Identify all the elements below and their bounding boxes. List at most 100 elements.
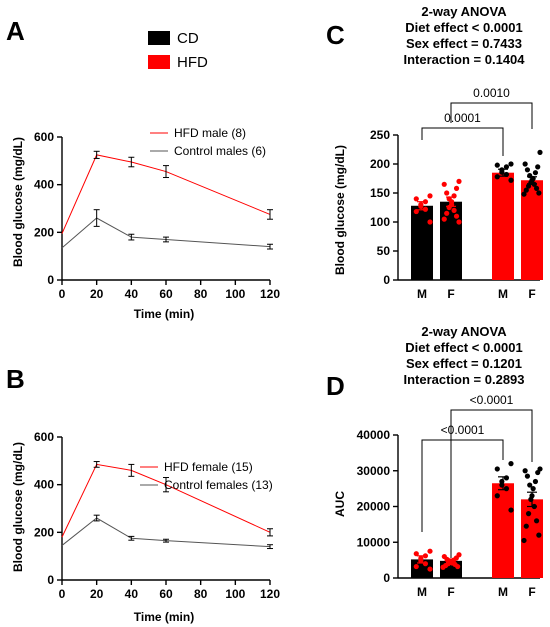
panel-d-bar-2-point (499, 482, 505, 488)
panel-b-xtick-label: 60 (159, 587, 173, 601)
panel-c-bar-1-point (441, 216, 447, 222)
panel-c-bracket-0-label: 0.0001 (444, 111, 481, 125)
panel-d-bar-0-point (422, 561, 429, 567)
panel-a-xtick-label: 60 (159, 287, 173, 301)
panel-d-bracket-0 (421, 439, 504, 532)
panel-c-bar-3-point (532, 170, 539, 176)
panel-a-series-1-line (61, 217, 271, 249)
panel-d-xtick-label: F (447, 585, 454, 599)
panel-b-line-chart: Blood glucose (mg/dL) Time (min) 0 20 40 60… (11, 430, 280, 624)
panel-c-ytick-label: 200 (370, 157, 390, 171)
panel-d-ytick-label: 0 (383, 571, 390, 585)
legend-swatch-hfd (148, 55, 170, 69)
panel-a-legend-label-0: HFD male (8) (174, 126, 246, 140)
panel-c-ytick-label: 100 (370, 215, 390, 229)
panel-letter-c: C (326, 20, 345, 50)
panel-letter-a: A (6, 16, 25, 46)
panel-c-xtick-label: M (417, 287, 427, 301)
panel-d-bar-3-point (524, 473, 531, 479)
panel-c-bar-3-point (533, 185, 540, 191)
panel-a-xlabel: Time (min) (134, 307, 194, 321)
panel-b-legend-label-1: Control females (13) (164, 478, 273, 492)
group-legend: CD HFD (148, 30, 208, 71)
legend-label-cd: CD (177, 30, 199, 47)
panel-d-bar-3-point (532, 478, 539, 485)
panel-d-bar-3-point (525, 511, 532, 517)
panel-c-bracket-0 (421, 127, 504, 156)
panel-a-xtick-label: 120 (260, 287, 280, 301)
panel-d-ytick-label: 10000 (357, 535, 391, 549)
panel-d-bar-3-point (536, 532, 542, 538)
panel-b-ytick-label: 400 (34, 478, 54, 492)
panel-b-ytick-label: 200 (34, 525, 54, 539)
panel-c-bar-3-point (521, 191, 527, 197)
panel-c-bar-3-point (537, 149, 543, 155)
panel-d-bar-2-point (494, 466, 500, 472)
panel-d-bar-0-point (413, 563, 419, 570)
panel-b-xtick-label: 20 (90, 587, 104, 601)
panel-d-anova-title: 2-way ANOVA (421, 324, 507, 339)
panel-b-legend-label-0: HFD female (15) (164, 460, 253, 474)
panel-c-anova-interaction: Interaction = 0.1404 (403, 52, 525, 67)
panel-a-line-chart: Blood glucose (mg/dL) Time (min) 0 20 40 60… (11, 126, 280, 321)
panel-b-xtick-label: 100 (225, 587, 245, 601)
panel-b-ytick-label: 600 (34, 430, 54, 444)
panel-c-bar-3-point (525, 183, 532, 189)
panel-c-bar-chart: 2-way ANOVA Diet effect < 0.0001 Sex eff… (333, 4, 543, 301)
panel-c-bar-0-point (427, 193, 433, 199)
panel-c-bar-3-point (524, 167, 531, 173)
panel-d-xtick-label: M (417, 585, 427, 599)
panel-b-series-0-line (61, 463, 271, 538)
panel-c-ylabel: Blood glucose (mg/dL) (333, 145, 347, 275)
panel-a-xtick-label: 100 (225, 287, 245, 301)
panel-d-bar-1-point (440, 564, 446, 570)
panel-c-xtick-label: F (528, 287, 535, 301)
panel-d-bar-3-point (533, 518, 540, 524)
panel-c-bar-2-point (494, 162, 500, 168)
panel-c-bar-3-point (536, 190, 542, 196)
panel-d-bar-1-point (455, 563, 461, 570)
panel-c-ytick-label: 150 (370, 186, 390, 200)
panel-d-ylabel: AUC (333, 491, 347, 517)
panel-a-legend-label-1: Control males (6) (174, 144, 266, 158)
panel-c-bar-2-point (494, 174, 500, 180)
panel-letter-d: D (326, 371, 345, 401)
panel-letter-b: B (6, 364, 25, 394)
panel-c-bar-1-point (453, 213, 460, 219)
panel-a-ytick-label: 200 (34, 225, 54, 239)
legend-label-hfd: HFD (177, 54, 208, 71)
panel-c-bar-3-point (523, 187, 529, 193)
panel-a-ylabel: Blood glucose (mg/dL) (11, 137, 25, 267)
panel-c-bracket-1 (450, 102, 533, 129)
panel-c-bar-1-point (451, 193, 457, 199)
panel-c-bar-1-point (441, 181, 447, 187)
panel-d-anova-sex: Sex effect = 0.1201 (406, 356, 522, 371)
panel-d-bar-2-point (494, 493, 500, 499)
panel-a-ytick-label: 600 (34, 130, 54, 144)
panel-d-bar-3-point (521, 537, 527, 544)
panel-c-xtick-label: M (498, 287, 508, 301)
panel-d-xtick-label: F (528, 585, 535, 599)
panel-d-bracket-1-label: <0.0001 (470, 393, 514, 407)
legend-swatch-cd (148, 31, 170, 45)
panel-c-bar-2-point (508, 177, 514, 183)
panel-c-bar-0-point (427, 219, 433, 225)
panel-c-ytick-label: 250 (370, 128, 390, 142)
panel-a-ytick-label: 400 (34, 178, 54, 192)
panel-b-xtick-label: 80 (194, 587, 208, 601)
panel-c-bar-3-point (535, 164, 541, 170)
panel-c-bar-2 (492, 172, 514, 280)
panel-d-anova-interaction: Interaction = 0.2893 (403, 372, 524, 387)
panel-d-bar-3-point (523, 523, 529, 529)
panel-d-bar-3-point (528, 496, 534, 502)
panel-d-anova-diet: Diet effect < 0.0001 (405, 340, 522, 355)
panel-c-bar-1-point (444, 210, 450, 216)
panel-d-ytick-label: 30000 (357, 464, 391, 478)
panel-a-xtick-label: 40 (125, 287, 139, 301)
panel-c-bar-2-point (499, 169, 505, 175)
panel-c-bar-1-point (444, 190, 450, 196)
panel-d-bar-chart: 2-way ANOVA Diet effect < 0.0001 Sex eff… (333, 324, 543, 599)
panel-c-ytick-label: 0 (383, 273, 390, 287)
panel-d-bar-0-point (413, 551, 419, 557)
